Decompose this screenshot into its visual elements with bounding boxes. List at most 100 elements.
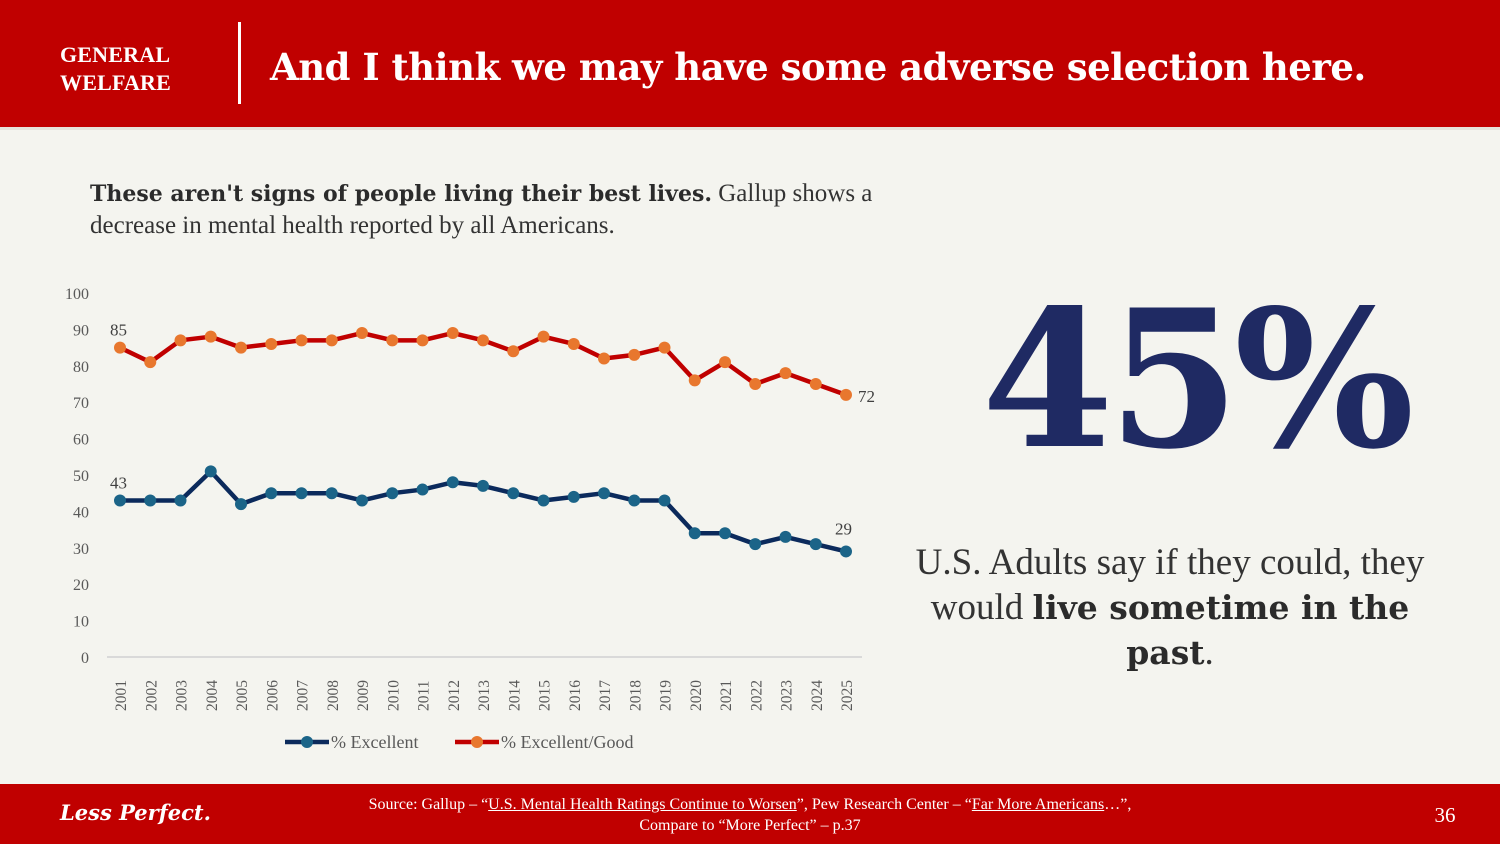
x-tick-label: 2025	[839, 680, 856, 711]
data-point	[174, 494, 187, 507]
data-point	[749, 538, 762, 551]
legend-label: % Excellent	[331, 732, 418, 752]
data-point	[416, 483, 429, 496]
y-tick-label: 100	[65, 286, 89, 303]
data-point	[265, 337, 278, 350]
data-point	[386, 334, 399, 347]
data-point	[840, 545, 852, 558]
data-label-last: 72	[858, 387, 875, 406]
slide-header: GENERAL WELFARE And I think we may have …	[0, 0, 1500, 127]
intro-bold: These aren't signs of people living thei…	[90, 181, 712, 207]
data-point	[658, 341, 671, 354]
x-tick-label: 2018	[627, 680, 644, 711]
data-point	[477, 334, 489, 347]
data-point	[598, 352, 610, 365]
data-point	[779, 530, 792, 543]
data-point	[295, 487, 308, 500]
data-point	[144, 494, 157, 507]
data-point	[446, 327, 459, 340]
y-tick-label: 70	[73, 395, 89, 412]
x-tick-label: 2004	[204, 680, 221, 711]
footer-brand: Less Perfect.	[60, 800, 211, 825]
intro-text: These aren't signs of people living thei…	[90, 178, 890, 242]
legend-label: % Excellent/Good	[501, 732, 633, 752]
line-chart: 0 10 20 30 40 50 60 70 80 90 100 2001 2002 2003 2004 2…	[0, 270, 900, 780]
y-tick-label: 90	[73, 322, 89, 339]
x-tick-label: 2024	[809, 680, 826, 711]
x-tick-label: 2023	[779, 680, 796, 711]
data-point	[265, 487, 278, 500]
data-point	[688, 374, 701, 387]
y-tick-label: 30	[73, 541, 89, 558]
y-tick-label: 80	[73, 359, 89, 376]
source-link-pew[interactable]: Far More Americans	[971, 796, 1105, 813]
data-point	[507, 487, 520, 500]
section-label-line1: GENERAL	[60, 42, 171, 67]
x-tick-label: 2006	[264, 680, 281, 711]
x-tick-label: 2002	[143, 680, 160, 711]
source-after: …”,	[1104, 796, 1132, 813]
x-tick-label: 2013	[476, 680, 493, 711]
x-tick-label: 2010	[385, 680, 402, 711]
y-tick-label: 20	[73, 577, 89, 594]
x-axis: 2001 2002 2003 2004 2005 2006 2007 2008 2009 2010…	[113, 680, 856, 711]
data-point	[356, 327, 368, 340]
y-tick-label: 60	[73, 432, 89, 449]
data-label-first: 85	[110, 321, 127, 340]
series-group	[114, 327, 852, 558]
data-point	[628, 494, 641, 507]
x-tick-label: 2007	[295, 680, 312, 711]
x-tick-label: 2008	[325, 680, 342, 711]
y-tick-label: 10	[73, 614, 89, 631]
x-tick-label: 2017	[597, 680, 614, 711]
y-tick-label: 40	[73, 504, 89, 521]
data-point	[204, 465, 217, 478]
section-label: GENERAL WELFARE	[60, 41, 230, 97]
slide-footer: Less Perfect. Source: Gallup – “U.S. Men…	[0, 784, 1500, 844]
x-tick-label: 2012	[446, 680, 463, 711]
data-point	[204, 330, 217, 343]
data-point	[295, 334, 308, 347]
data-point	[598, 487, 610, 500]
source-prefix: Source: Gallup – “	[368, 796, 489, 813]
x-tick-label: 2015	[537, 680, 554, 711]
data-point	[719, 527, 731, 540]
x-tick-label: 2003	[174, 680, 191, 711]
header-shadow	[0, 127, 1500, 130]
data-point	[114, 494, 126, 507]
source-line1: Source: Gallup – “U.S. Mental Health Rat…	[260, 794, 1240, 815]
chart-legend: % Excellent % Excellent/Good	[285, 732, 633, 752]
data-point	[809, 378, 822, 390]
data-point	[386, 487, 399, 500]
legend-marker	[301, 736, 313, 748]
stat-caption-plain: U.S. Adults say if they could, they woul…	[915, 542, 1425, 628]
data-point	[567, 337, 580, 350]
data-point	[537, 494, 550, 507]
data-point	[779, 367, 792, 380]
data-point	[144, 356, 157, 369]
footer-source: Source: Gallup – “U.S. Mental Health Rat…	[260, 794, 1240, 836]
stat-caption: U.S. Adults say if they could, they woul…	[900, 540, 1440, 675]
x-tick-label: 2019	[658, 680, 675, 711]
data-label-last: 29	[835, 519, 852, 538]
data-point	[749, 378, 762, 390]
data-point	[416, 334, 429, 347]
stat-caption-end: .	[1204, 632, 1214, 673]
source-link-gallup[interactable]: U.S. Mental Health Ratings Continue to W…	[488, 796, 797, 813]
x-tick-label: 2009	[355, 680, 372, 711]
x-tick-label: 2016	[567, 680, 584, 711]
data-point	[325, 487, 338, 500]
data-point	[114, 341, 126, 354]
data-point	[840, 388, 852, 401]
data-point	[235, 341, 247, 354]
x-tick-label: 2011	[416, 681, 433, 711]
source-mid: ”, Pew Research Center – “	[796, 796, 972, 813]
source-line2: Compare to “More Perfect” – p.37	[639, 817, 861, 834]
data-point	[567, 490, 580, 503]
y-axis: 0 10 20 30 40 50 60 70 80 90 100	[65, 286, 89, 667]
y-tick-label: 50	[73, 468, 89, 485]
data-point	[356, 494, 368, 507]
data-label-first: 43	[110, 473, 127, 492]
data-point	[325, 334, 338, 347]
